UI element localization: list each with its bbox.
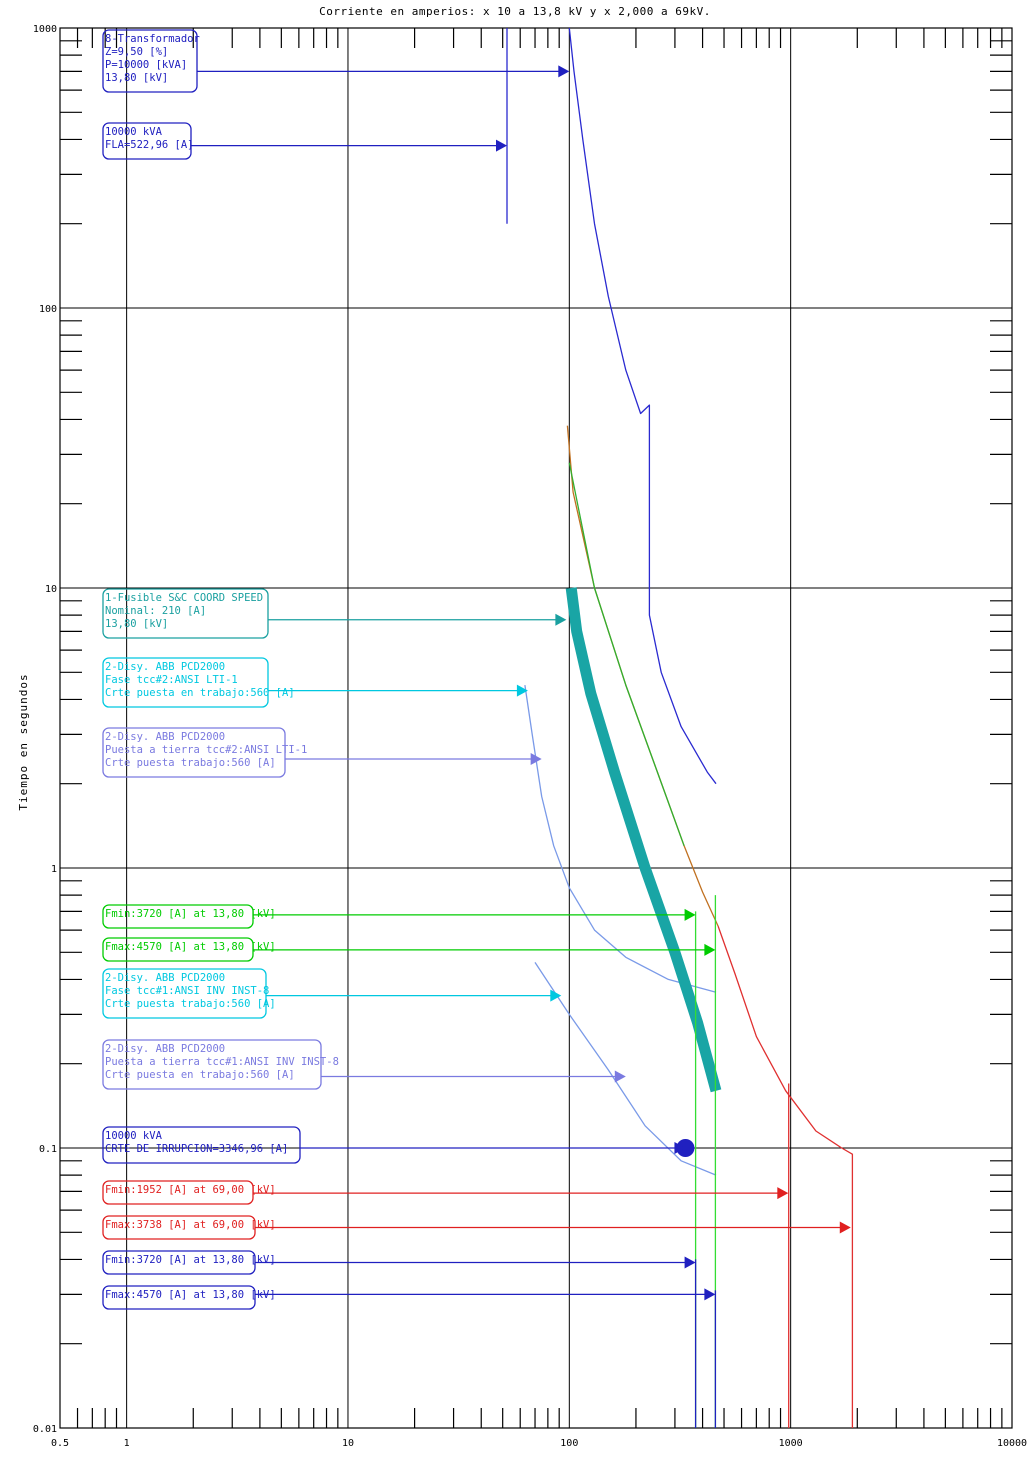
annotation-arrowhead <box>530 753 542 766</box>
annotation-frame <box>102 968 267 1019</box>
annotation-text: Fmin:3720 [A] at 13,80 [kV] <box>105 1254 276 1266</box>
annotation-text: 10000 kVA <box>105 126 163 138</box>
annotation-text: Fmax:4570 [A] at 13,80 [kV] <box>105 941 276 953</box>
annotation-text: Fase tcc#2:ANSI LTI-1 <box>105 674 238 686</box>
y-tick-label: 0.1 <box>39 1144 57 1155</box>
annotation-text: FLA=522,96 [A] <box>105 139 194 151</box>
annotation-text: Fmax:4570 [A] at 13,80 [kV] <box>105 1289 276 1301</box>
x-tick-label: 10 <box>342 1438 354 1449</box>
series-line <box>568 462 685 847</box>
y-tick-label: 0.01 <box>33 1424 57 1435</box>
annotation-box: Fmax:3738 [A] at 69,00 [kV] <box>102 1215 851 1240</box>
y-tick-label: 1 <box>51 864 57 875</box>
annotation-frame <box>102 657 269 708</box>
annotation-frame <box>102 727 286 778</box>
annotation-frame <box>102 904 254 929</box>
annotation-frame <box>102 1039 322 1090</box>
x-tick-label: 10000 <box>997 1438 1027 1449</box>
annotation-frame <box>102 29 198 93</box>
annotation-frame <box>102 1126 301 1164</box>
series-line <box>524 685 717 993</box>
annotation-arrowhead <box>555 613 567 626</box>
annotation-text: 13,80 [kV] <box>105 618 168 630</box>
plot-frame <box>59 27 1013 1429</box>
annotation-text: CRTE DE IRRUPCION=3346,96 [A] <box>105 1143 288 1155</box>
annotation-text: 2-Disy. ABB PCD2000 <box>105 1043 225 1055</box>
annotation-box: Fmax:4570 [A] at 13,80 [kV] <box>102 937 716 962</box>
series-line <box>565 587 722 1093</box>
series-line <box>717 925 854 1428</box>
annotation-box: Fmax:4570 [A] at 13,80 [kV] <box>102 1285 716 1310</box>
annotation-box: Fmin:1952 [A] at 69,00 [kV] <box>102 1180 789 1205</box>
y-tick-label: 100 <box>39 304 57 315</box>
annotation-text: Puesta a tierra tcc#1:ANSI INV INST-8 <box>105 1056 339 1068</box>
annotation-arrowhead <box>550 989 562 1002</box>
annotation-text: P=10000 [kVA] <box>105 59 187 71</box>
annotation-text: 1-Fusible S&C COORD SPEED <box>105 592 263 604</box>
annotation-text: Crte puesta en trabajo:560 [A] <box>105 687 295 699</box>
annotation-text: Fmin:1952 [A] at 69,00 [kV] <box>105 1184 276 1196</box>
axis-label-layer: 0.5 1 10 100 1000 10000 0.01 0.1 1 10 100 1000 <box>33 24 1027 1449</box>
annotation-box: 2-Disy. ABB PCD2000 Puesta a tierra tcc#… <box>102 1039 626 1090</box>
annotation-text: 10000 kVA <box>105 1130 163 1142</box>
annotation-arrowhead <box>839 1221 851 1234</box>
annotation-text: 2-Disy. ABB PCD2000 <box>105 661 225 673</box>
y-tick-label: 10 <box>45 584 57 595</box>
annotation-box: Fmin:3720 [A] at 13,80 [kV] <box>102 1250 696 1275</box>
annotation-text: Nominal: 210 [A] <box>105 605 206 617</box>
annotation-arrowhead <box>516 684 528 697</box>
annotation-arrowhead <box>558 65 570 78</box>
annotation-box: Fmin:3720 [A] at 13,80 [kV] <box>102 904 696 929</box>
annotation-frame <box>102 122 192 160</box>
annotation-arrowhead <box>684 1256 696 1269</box>
annotation-arrowhead <box>777 1187 789 1200</box>
annotation-text: 2-Disy. ABB PCD2000 <box>105 731 225 743</box>
annotation-text: Crte puesta trabajo:560 [A] <box>105 757 276 769</box>
annotation-text: Fmax:3738 [A] at 69,00 [kV] <box>105 1219 276 1231</box>
series-line <box>568 27 717 785</box>
annotation-text: 2-Disy. ABB PCD2000 <box>105 972 225 984</box>
series-layer <box>506 27 854 1428</box>
annotation-arrowhead <box>674 1142 686 1154</box>
annotation-text: Crte puesta en trabajo:560 [A] <box>105 1069 295 1081</box>
annotation-text: Fmin:3720 [A] at 13,80 [kV] <box>105 908 276 920</box>
annotation-text: Crte puesta trabajo:560 [A] <box>105 998 276 1010</box>
chart-title: Corriente en amperios: x 10 a 13,8 kV y … <box>319 5 711 18</box>
x-tick-label: 0.5 <box>51 1438 69 1449</box>
annotation-arrowhead <box>684 908 696 921</box>
series-line <box>534 962 717 1176</box>
y-tick-label: 1000 <box>33 24 57 35</box>
x-tick-label: 1000 <box>779 1438 803 1449</box>
annotation-text: 8-Transformador <box>105 33 200 45</box>
annotation-frame <box>102 588 269 639</box>
x-tick-label: 1 <box>124 1438 130 1449</box>
annotation-arrowhead <box>496 139 508 152</box>
annotation-text: Fase tcc#1:ANSI INV INST-8 <box>105 985 269 997</box>
annotation-box: 2-Disy. ABB PCD2000 Puesta a tierra tcc#… <box>102 727 542 778</box>
annotation-text: Z=9,50 [%] <box>105 46 168 58</box>
annotation-text: Puesta a tierra tcc#2:ANSI LTI-1 <box>105 744 307 756</box>
annotation-arrowhead <box>704 943 716 956</box>
annotation-arrowhead <box>614 1070 626 1083</box>
annotation-frame <box>102 1285 256 1310</box>
annotation-arrowhead <box>704 1288 716 1301</box>
annotation-text: 13,80 [kV] <box>105 72 168 84</box>
x-tick-label: 100 <box>560 1438 578 1449</box>
